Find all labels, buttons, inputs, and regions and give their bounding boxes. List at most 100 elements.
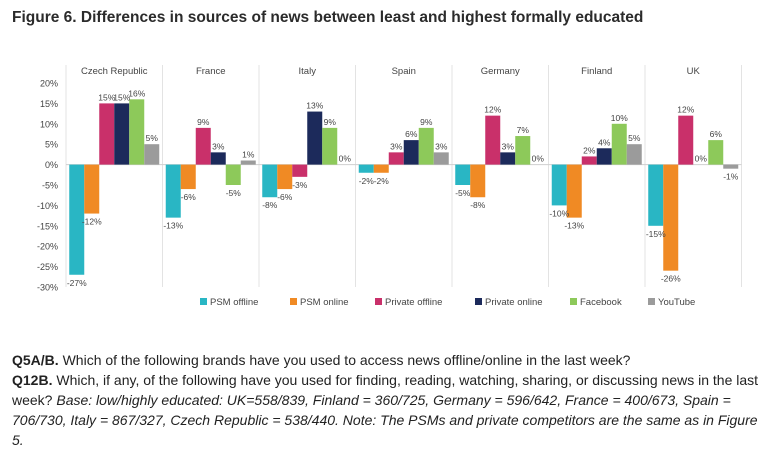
legend-label: Private online [485,297,543,308]
bar [373,164,389,173]
bar [455,164,471,185]
data-label: 6% [405,129,418,139]
bar [210,152,226,165]
legend-swatch [290,298,297,305]
bar [581,156,597,165]
bar [262,164,278,198]
y-tick-label: -30% [37,283,58,293]
data-label: -12% [82,217,102,227]
category-label: Italy [299,66,317,77]
bar [180,164,196,190]
bar [195,127,211,165]
data-label: -26% [661,274,681,284]
legend-label: YouTube [658,297,695,308]
y-tick-label: 20% [40,79,58,89]
bar [225,164,241,185]
data-label: -2% [374,176,390,186]
y-tick-label: 5% [45,140,58,150]
bar [611,123,627,165]
bar [708,140,724,165]
data-label: 0% [695,154,708,164]
category-label: Czech Republic [81,66,148,77]
data-label: 3% [212,141,225,151]
q12-text: Which, if any, of the following have you… [12,372,759,408]
data-label: 12% [677,105,694,115]
legend-swatch [200,298,207,305]
data-label: 15% [113,92,130,102]
bar [358,164,374,173]
category-label: France [196,66,226,77]
bar [277,164,293,190]
legend-swatch [570,298,577,305]
bar [551,164,567,206]
data-label: 5% [146,133,159,143]
bar [596,148,612,165]
data-label: -27% [67,278,87,288]
bar [626,144,642,165]
bar [114,103,130,165]
category-label: Germany [481,66,520,77]
data-label: -8% [470,200,486,210]
bar [388,152,404,165]
legend-swatch [648,298,655,305]
y-tick-label: 15% [40,99,58,109]
data-label: -2% [359,176,375,186]
category-label: Spain [392,66,416,77]
data-label: 9% [324,117,337,127]
category-label: UK [687,66,701,77]
figure-title: Figure 6. Differences in sources of news… [12,9,644,26]
category-label: Finland [581,66,612,77]
bar [433,152,449,165]
y-tick-label: -15% [37,221,58,231]
base-note: Base: low/highly educated: UK=558/839, F… [12,392,758,448]
data-label: 3% [435,141,448,151]
bar [240,160,256,165]
data-label: 0% [532,154,545,164]
bar [165,164,181,218]
data-label: 3% [502,141,515,151]
legend-label: Private offline [385,297,442,308]
bar [307,111,323,165]
q12-label: Q12B. [12,372,53,388]
bar [99,103,115,165]
y-tick-label: -20% [37,242,58,252]
data-label: -5% [226,188,242,198]
bar [515,136,531,165]
bar [470,164,486,198]
bar [84,164,100,214]
data-label: 4% [598,137,611,147]
data-label: 5% [628,133,641,143]
legend-label: PSM online [300,297,349,308]
bar [403,140,419,165]
legend-label: PSM offline [210,297,258,308]
data-label: 0% [339,154,352,164]
bar [69,164,85,275]
question-q12: Q12B. Which, if any, of the following ha… [12,370,772,450]
bar-chart: 20%15%10%5%0%-5%-10%-15%-20%-25%-30% Cze… [37,65,742,308]
data-label: -6% [277,192,293,202]
q5-text: Which of the following brands have you u… [58,352,631,368]
y-tick-label: 10% [40,119,58,129]
data-label: 9% [197,117,210,127]
bar [723,164,739,169]
data-label: 1% [242,150,255,160]
data-label: -13% [163,221,183,231]
bar [144,144,160,165]
data-label: 13% [306,101,323,111]
data-label: -13% [564,221,584,231]
bar [678,115,694,165]
data-label: -1% [723,172,739,182]
question-q5: Q5A/B. Which of the following brands hav… [12,350,772,370]
bar [648,164,664,226]
data-label: -8% [262,200,278,210]
data-label: -3% [292,180,308,190]
legend-label: Facebook [580,297,622,308]
data-label: 7% [517,125,530,135]
y-tick-label: -5% [42,181,58,191]
bar [485,115,501,165]
bar [129,99,145,165]
bar [566,164,582,218]
legend-swatch [375,298,382,305]
y-tick-label: 0% [45,160,58,170]
notes: Q5A/B. Which of the following brands hav… [12,350,772,450]
